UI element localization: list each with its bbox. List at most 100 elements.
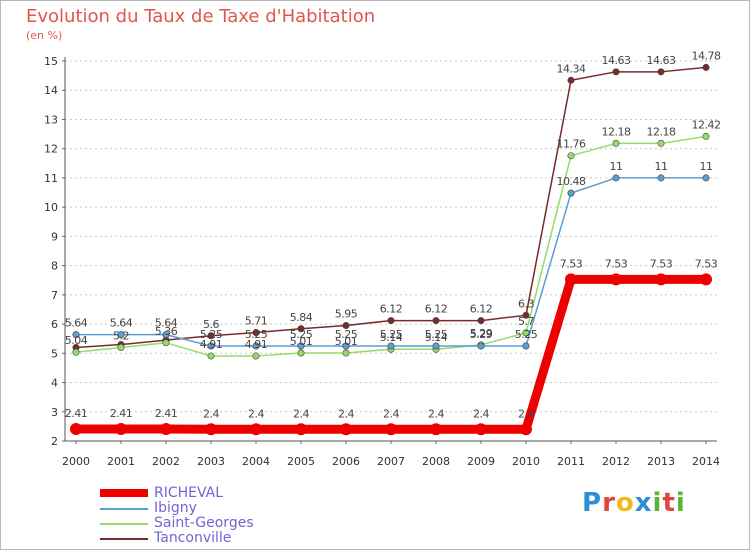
data-point-richeval xyxy=(250,423,262,436)
data-point-saint-georges xyxy=(567,152,575,160)
data-point-ibigny xyxy=(432,342,440,350)
data-point-tanconville xyxy=(657,68,665,76)
data-point-ibigny xyxy=(297,342,305,350)
data-label: 5.01 xyxy=(290,335,313,348)
legend-label: Tanconville xyxy=(154,530,232,546)
data-point-tanconville xyxy=(612,68,620,76)
data-label: 5.25 xyxy=(245,328,268,341)
proxiti-logo: Proxiti xyxy=(582,488,686,518)
data-point-ibigny xyxy=(72,331,80,339)
legend-label: Saint-Georges xyxy=(154,515,254,531)
data-point-richeval xyxy=(70,423,82,436)
data-label: 5.25 xyxy=(335,328,358,341)
data-label: 5.64 xyxy=(110,317,133,330)
data-label: 5.25 xyxy=(290,328,313,341)
data-point-saint-georges xyxy=(297,349,305,357)
data-point-tanconville xyxy=(432,317,440,325)
data-label: 14.63 xyxy=(647,54,676,67)
data-label: 2.41 xyxy=(155,407,178,420)
data-label: 5.64 xyxy=(65,317,88,330)
legend-swatch xyxy=(100,508,148,510)
data-label: 2.4 xyxy=(428,407,444,420)
x-tick-label: 2001 xyxy=(107,455,135,468)
y-tick-label: 6 xyxy=(51,318,58,331)
data-label: 5.36 xyxy=(155,325,178,338)
data-point-ibigny xyxy=(657,174,665,182)
data-label: 5.25 xyxy=(380,328,403,341)
x-tick-label: 2009 xyxy=(467,455,495,468)
data-label: 14.34 xyxy=(557,62,586,75)
data-label: 11 xyxy=(610,160,623,173)
data-point-ibigny xyxy=(252,342,260,350)
y-tick-label: 8 xyxy=(51,260,58,273)
logo-letter: i xyxy=(652,488,663,518)
data-point-richeval xyxy=(205,423,217,436)
data-label: 5.71 xyxy=(245,315,268,328)
data-label: 2.4 xyxy=(248,407,264,420)
y-tick-label: 14 xyxy=(44,84,58,97)
data-point-saint-georges xyxy=(612,139,620,147)
chart-title: Evolution du Taux de Taxe d'Habitation xyxy=(26,6,376,27)
legend-label: RICHEVAL xyxy=(154,485,224,501)
data-label: 4.91 xyxy=(200,338,223,351)
data-label: 5.7 xyxy=(518,315,534,328)
data-point-tanconville xyxy=(567,76,575,84)
data-point-richeval xyxy=(385,423,397,436)
data-label: 5.84 xyxy=(290,311,313,324)
data-point-saint-georges xyxy=(162,339,170,347)
x-tick-label: 2000 xyxy=(62,455,90,468)
x-tick-label: 2013 xyxy=(647,455,675,468)
data-label: 6.3 xyxy=(518,297,534,310)
legend-swatch xyxy=(100,538,148,540)
data-label: 7.53 xyxy=(605,257,628,270)
data-label: 5.2 xyxy=(113,329,129,342)
data-point-tanconville xyxy=(702,63,710,71)
data-point-richeval xyxy=(655,273,667,286)
data-point-ibigny xyxy=(612,174,620,182)
data-point-richeval xyxy=(520,423,532,436)
data-label: 14.63 xyxy=(602,54,631,67)
y-tick-label: 12 xyxy=(44,143,58,156)
data-point-tanconville xyxy=(207,332,215,340)
x-tick-label: 2004 xyxy=(242,455,270,468)
data-label: 2.4 xyxy=(338,407,354,420)
data-label: 6.12 xyxy=(380,303,403,316)
data-label: 5.14 xyxy=(380,331,403,344)
data-point-tanconville xyxy=(522,311,530,319)
data-label: 2.4 xyxy=(293,407,309,420)
x-tick-label: 2011 xyxy=(557,455,585,468)
data-label: 5.25 xyxy=(515,328,538,341)
data-label: 4.91 xyxy=(245,338,268,351)
data-label: 2.4 xyxy=(473,407,489,420)
data-point-richeval xyxy=(610,273,622,286)
y-tick-label: 7 xyxy=(51,289,58,302)
data-point-ibigny xyxy=(117,331,125,339)
data-label: 14.78 xyxy=(692,49,721,62)
axes: 2 3 4 5 6 7 8 9 10 11 12 13 14 15 2000 2001 2002 2003 2004… xyxy=(44,55,720,468)
data-label: 5.64 xyxy=(155,317,178,330)
y-tick-label: 4 xyxy=(51,377,58,390)
legend-swatch xyxy=(100,523,148,525)
y-tick-label: 15 xyxy=(44,55,58,68)
data-point-saint-georges xyxy=(72,348,80,356)
y-tick-label: 3 xyxy=(51,406,58,419)
data-point-richeval xyxy=(115,423,127,436)
data-label: 11 xyxy=(655,160,668,173)
x-tick-label: 2005 xyxy=(287,455,315,468)
data-label: 6.12 xyxy=(470,303,493,316)
data-point-saint-georges xyxy=(117,343,125,351)
data-label: 5.01 xyxy=(335,335,358,348)
data-point-tanconville xyxy=(387,317,395,325)
data-point-richeval xyxy=(475,423,487,436)
data-label: 5.25 xyxy=(425,328,448,341)
data-label: 7.53 xyxy=(695,257,718,270)
data-point-richeval xyxy=(565,273,577,286)
logo-letter: r xyxy=(602,488,616,518)
data-point-richeval xyxy=(160,423,172,436)
data-point-ibigny xyxy=(567,189,575,197)
logo-letter: i xyxy=(675,488,686,518)
data-point-saint-georges xyxy=(252,352,260,360)
data-label: 6.12 xyxy=(425,303,448,316)
data-point-ibigny xyxy=(477,342,485,350)
data-label: 2.41 xyxy=(65,407,88,420)
